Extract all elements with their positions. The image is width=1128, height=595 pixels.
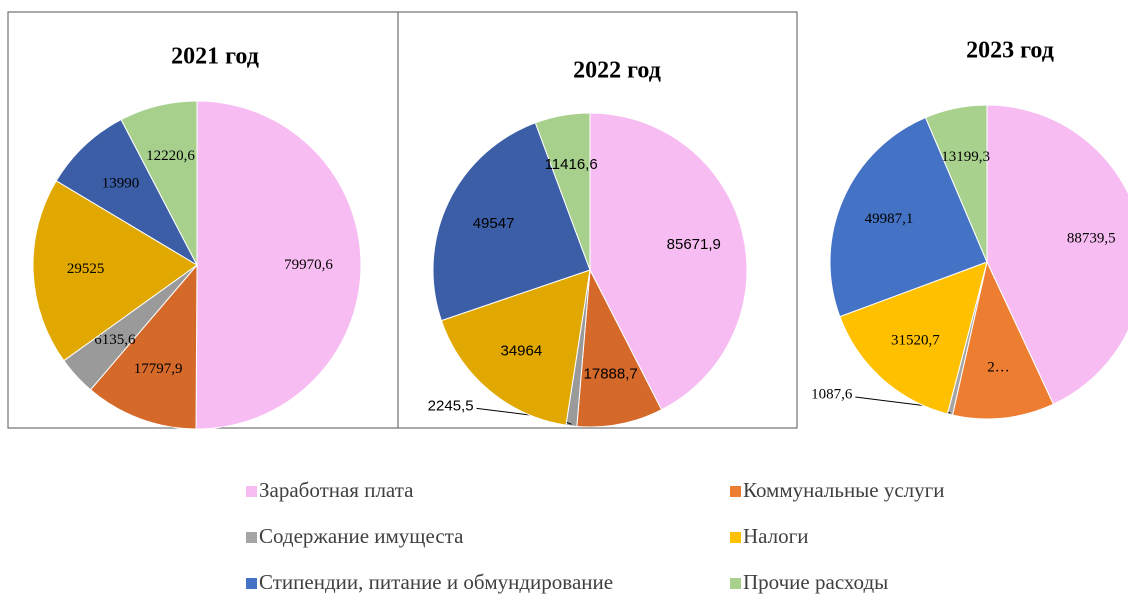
data-label: 2…: [987, 360, 1010, 376]
pie-slice: [120, 100, 198, 266]
pie-slice: [986, 104, 1128, 405]
legend-label: Прочие расходы: [743, 570, 888, 594]
legend-swatch: [730, 532, 741, 543]
pie-slice: [89, 263, 198, 430]
data-label: 49547: [473, 215, 515, 232]
data-label: 85671,9: [667, 236, 721, 253]
pie-slice: [534, 112, 591, 271]
legend-swatch: [730, 486, 741, 497]
data-label: 12220,6: [146, 148, 195, 164]
legend-label: Заработная плата: [259, 478, 414, 502]
data-label: 79970,6: [284, 257, 333, 273]
data-label: 11416,6: [545, 156, 598, 173]
chart-title: 2023 год: [966, 38, 1054, 64]
legend-swatch: [246, 578, 257, 589]
legend-label: Стипендии, питание и обмундирование: [259, 570, 613, 594]
legend-label: Содержание имущеста: [259, 524, 464, 548]
data-label: 17888,7: [584, 366, 638, 383]
data-label: 34964: [501, 343, 543, 360]
chart-title: 2022 год: [573, 58, 661, 84]
chart-title: 2021 год: [171, 44, 259, 70]
legend-label: Налоги: [743, 524, 809, 548]
data-label: 1087,6: [811, 386, 853, 402]
pie-slice: [440, 269, 591, 426]
data-label: 49987,1: [865, 211, 914, 227]
pie-slice: [32, 180, 198, 362]
pie-slice: [839, 261, 988, 415]
legend-swatch: [246, 532, 257, 543]
data-label: 2245,5: [428, 397, 474, 414]
pie-slice: [924, 104, 988, 263]
data-label: 29525: [67, 261, 105, 277]
pie-slice: [432, 122, 591, 322]
legend-swatch: [246, 486, 257, 497]
pie-slice: [195, 100, 362, 430]
data-label: 13990: [102, 175, 140, 191]
pie-slice: [951, 260, 1055, 420]
data-label: 17797,9: [134, 361, 183, 377]
pie-slice: [829, 116, 988, 318]
data-label: 88739,5: [1067, 230, 1116, 246]
data-label: 13199,3: [941, 149, 990, 165]
data-label: 31520,7: [891, 333, 940, 349]
pie-slice: [576, 268, 663, 428]
data-label: 6135,6: [94, 332, 136, 348]
legend-swatch: [730, 578, 741, 589]
frame: [397, 11, 798, 429]
pie-slice: [589, 112, 748, 411]
pie-slice: [55, 118, 199, 267]
legend-label: Коммунальные услуги: [743, 478, 945, 502]
